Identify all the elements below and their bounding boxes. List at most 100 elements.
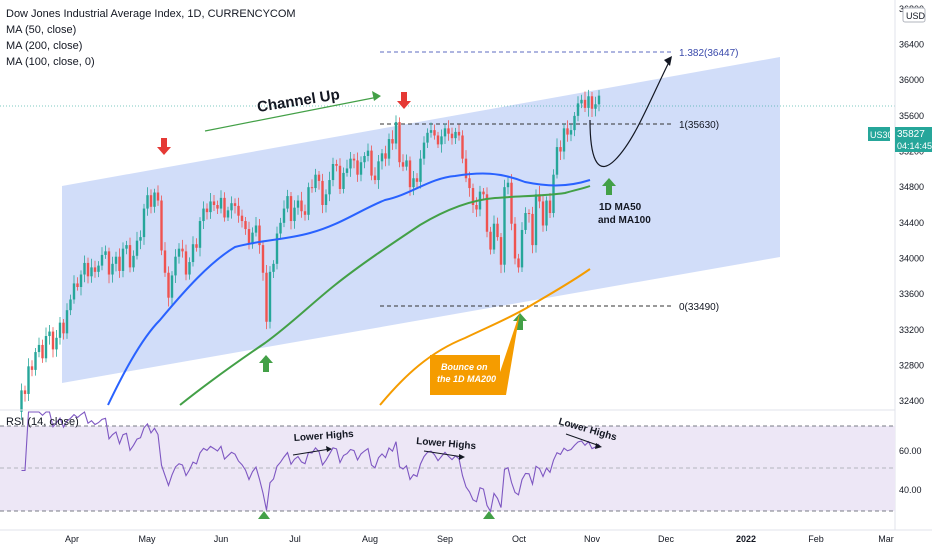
currency-box: [902, 7, 926, 23]
candle-body: [429, 130, 433, 133]
rsi-tick-label: 60.00: [899, 446, 922, 456]
candle-body: [212, 201, 216, 205]
candle-body: [62, 322, 65, 334]
candle-body: [282, 208, 286, 223]
candle-body: [419, 158, 422, 182]
candle-body: [163, 250, 167, 273]
candle-body: [97, 265, 100, 272]
rsi-green-up-arrow: [483, 511, 495, 519]
candle-body: [240, 215, 244, 222]
candle-body: [541, 201, 545, 226]
candle-body: [314, 174, 317, 189]
candle-body: [342, 172, 345, 189]
candle-body: [142, 208, 146, 238]
candle-body: [443, 128, 447, 137]
candle-body: [293, 207, 296, 222]
time-tick-label: Aug: [362, 534, 378, 544]
candle-body: [107, 251, 111, 275]
candle-body: [457, 131, 461, 136]
rsi-axis: 40.00 60.00: [899, 446, 922, 495]
currency-label: USD: [906, 11, 926, 21]
candle-body: [499, 237, 503, 265]
rsi-green-up-arrow: [258, 511, 270, 519]
candle-body: [576, 103, 580, 116]
candle-body: [573, 115, 576, 131]
time-tick-label: Jun: [214, 534, 229, 544]
rsi-tick-label: 40.00: [899, 485, 922, 495]
ascending-channel: [62, 57, 780, 383]
lower-highs-label-1: Lower Highs: [293, 429, 354, 444]
bounce-line2: the 1D MA200: [437, 374, 496, 384]
fib-label-0: 0(33490): [679, 302, 719, 313]
chart-legend: Dow Jones Industrial Average Index, 1D, …: [6, 6, 296, 70]
candle-body: [356, 160, 359, 175]
candle-body: [373, 175, 377, 181]
candle-body: [100, 254, 104, 266]
candle-body: [149, 195, 153, 207]
candle-body: [531, 213, 534, 246]
candle-body: [79, 274, 83, 287]
candle-body: [566, 128, 569, 135]
candle-body: [286, 196, 289, 209]
indicator-ma100[interactable]: MA (100, close, 0): [6, 56, 95, 68]
candle-body: [464, 158, 468, 179]
candle-body: [482, 191, 485, 195]
candle-body: [587, 96, 590, 108]
candle-body: [485, 194, 489, 232]
candle-body: [93, 267, 97, 272]
candle-body: [384, 153, 387, 159]
time-tick-label: May: [138, 534, 156, 544]
lower-highs-trendline: [423, 450, 464, 458]
candle-body: [503, 187, 506, 265]
candle-body: [195, 244, 198, 248]
candle-body: [58, 322, 62, 338]
candle-body: [527, 213, 531, 215]
candle-body: [219, 197, 223, 209]
candle-body: [345, 168, 349, 173]
candle-body: [223, 197, 226, 218]
time-axis[interactable]: Apr May Jun Jul Aug Sep Oct Nov Dec 2022 Feb Mar: [65, 534, 894, 544]
candle-body: [363, 155, 366, 163]
candle-body: [450, 133, 454, 139]
time-tick-label: Dec: [658, 534, 675, 544]
candle-body: [128, 245, 132, 268]
rsi-line: [21, 411, 600, 513]
candle-body: [247, 229, 251, 245]
candle-body: [436, 135, 440, 145]
price-badge-countdown: 04:14:45: [897, 141, 932, 151]
candle-body: [338, 165, 342, 189]
price-axis[interactable]: 3240032800332003360034000344003480035200…: [899, 4, 924, 406]
price-tick-label: 33600: [899, 289, 924, 299]
candle-body: [244, 221, 247, 230]
candle-body: [48, 331, 51, 337]
ma50-line: [107, 172, 591, 406]
candle-body: [111, 263, 114, 275]
candle-body: [300, 200, 303, 212]
price-badge: [895, 127, 932, 152]
indicator-ma50[interactable]: MA (50, close): [6, 24, 77, 36]
candle-body: [555, 147, 559, 175]
ma-note-line1: 1D MA50: [599, 202, 642, 213]
candle-body: [412, 178, 415, 188]
candle-body: [538, 194, 541, 202]
candle-body: [594, 104, 597, 109]
time-tick-label: Jul: [289, 534, 301, 544]
candle-body: [349, 158, 352, 169]
candle-body: [289, 196, 293, 222]
green-up-arrow: [259, 355, 273, 372]
candle-body: [317, 174, 321, 181]
candle-body: [209, 201, 212, 213]
candle-body: [233, 203, 237, 206]
candle-body: [510, 182, 513, 224]
green-up-arrow: [513, 313, 527, 330]
channel-up-arrow-line: [204, 96, 379, 132]
trendline-arrowhead: [326, 446, 332, 452]
candle-body: [275, 233, 279, 264]
candle-body: [83, 262, 86, 275]
candle-body: [118, 256, 121, 271]
indicator-ma200[interactable]: MA (200, close): [6, 40, 83, 52]
candle-body: [380, 153, 384, 162]
price-badge-value: 35827: [897, 129, 925, 140]
rsi-legend[interactable]: RSI (14, close): [6, 416, 79, 428]
